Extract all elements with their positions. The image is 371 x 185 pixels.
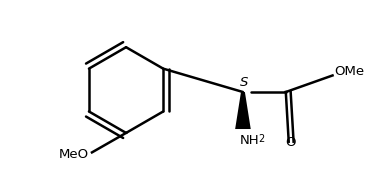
Text: O: O: [285, 137, 296, 149]
Text: S: S: [240, 76, 248, 89]
Text: 2: 2: [259, 134, 265, 144]
Text: OMe: OMe: [335, 65, 365, 78]
Polygon shape: [235, 92, 251, 129]
Text: MeO: MeO: [59, 148, 89, 161]
Text: NH: NH: [240, 134, 260, 147]
